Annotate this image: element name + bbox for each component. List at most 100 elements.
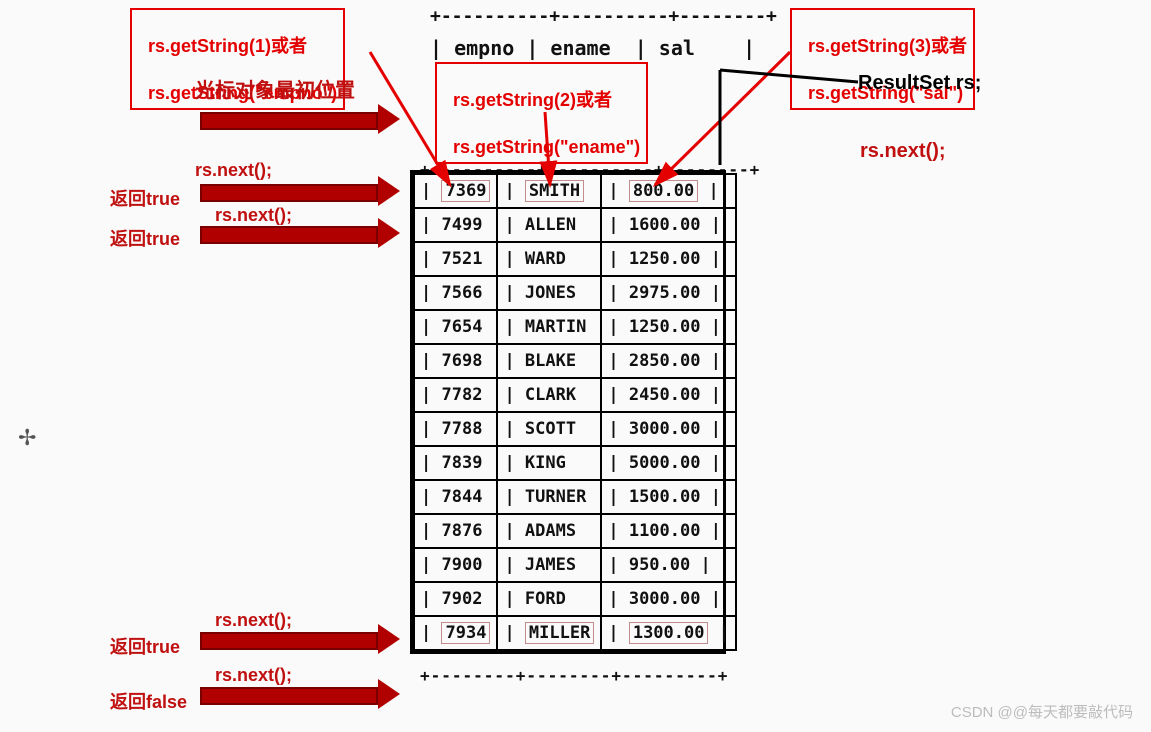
cell-sal: | 1100.00 | — [601, 514, 736, 548]
cell-sal: | 3000.00 | — [601, 582, 736, 616]
cell-value: 7934 — [441, 622, 490, 644]
cell-value: 1600.00 — [629, 215, 701, 235]
table-row: | 7844| TURNER| 1500.00 | — [414, 480, 736, 514]
cell-value: 7876 — [441, 521, 482, 541]
cell-empno: | 7902 — [414, 582, 497, 616]
cell-value: 7902 — [441, 589, 482, 609]
cell-value: 800.00 — [629, 180, 698, 202]
table-row: | 7698| BLAKE| 2850.00 | — [414, 344, 736, 378]
callout-text: rs.getString(3)或者 — [808, 36, 967, 56]
table-dash-bottom: +--------+--------+---------+ — [420, 666, 728, 685]
cell-value: 7900 — [441, 555, 482, 575]
crosshair-icon: ✢ — [18, 425, 36, 451]
cell-value: 7839 — [441, 453, 482, 473]
cell-value: 2975.00 — [629, 283, 701, 303]
diagram-canvas: { "colors":{ "red":"#e40000","darkred":"… — [0, 0, 1151, 732]
cell-value: 7566 — [441, 283, 482, 303]
fat-arrow-cursor — [200, 108, 400, 130]
table-row: | 7876| ADAMS| 1100.00 | — [414, 514, 736, 548]
table-row: | 7521| WARD| 1250.00 | — [414, 242, 736, 276]
cell-value: JAMES — [525, 555, 576, 575]
cell-value: 1250.00 — [629, 317, 701, 337]
cell-value: 1250.00 — [629, 249, 701, 269]
cell-ename: | MARTIN — [497, 310, 601, 344]
cell-sal: | 2850.00 | — [601, 344, 736, 378]
table-row: | 7788| SCOTT| 3000.00 | — [414, 412, 736, 446]
table-row: | 7902| FORD| 3000.00 | — [414, 582, 736, 616]
callout-text: rs.getString("ename") — [453, 137, 640, 157]
return-true-3: 返回true — [110, 633, 180, 659]
return-true-1: 返回true — [110, 185, 180, 211]
cell-ename: | ALLEN — [497, 208, 601, 242]
cell-value: FORD — [525, 589, 566, 609]
cell-empno: | 7788 — [414, 412, 497, 446]
fat-arrow-row1 — [200, 180, 400, 202]
rs-next-1: rs.next(); — [195, 160, 272, 181]
cell-value: 7521 — [441, 249, 482, 269]
cell-ename: | JONES — [497, 276, 601, 310]
cell-sal: | 1250.00 | — [601, 310, 736, 344]
cell-value: 2450.00 — [629, 385, 701, 405]
cell-empno: | 7839 — [414, 446, 497, 480]
cell-value: WARD — [525, 249, 566, 269]
fat-arrow-pastend — [200, 683, 400, 705]
cell-value: BLAKE — [525, 351, 576, 371]
cell-value: ALLEN — [525, 215, 576, 235]
cell-ename: | SCOTT — [497, 412, 601, 446]
table-row: | 7900| JAMES| 950.00 | — [414, 548, 736, 582]
return-false-4: 返回false — [110, 688, 187, 714]
cell-value: KING — [525, 453, 566, 473]
cell-value: 7499 — [441, 215, 482, 235]
fat-arrow-lastrow — [200, 628, 400, 650]
cell-ename: | BLAKE — [497, 344, 601, 378]
table-header-dash-top: +----------+----------+--------+ — [430, 6, 777, 27]
cell-value: SCOTT — [525, 419, 576, 439]
cell-value: 950.00 — [629, 555, 690, 575]
cell-empno: | 7876 — [414, 514, 497, 548]
cell-value: 2850.00 — [629, 351, 701, 371]
cell-value: 7698 — [441, 351, 482, 371]
cell-empno: | 7499 — [414, 208, 497, 242]
cell-sal: | 950.00 | — [601, 548, 736, 582]
cell-value: 7654 — [441, 317, 482, 337]
cell-empno: | 7566 — [414, 276, 497, 310]
cell-sal: | 5000.00 | — [601, 446, 736, 480]
cell-empno: | 7900 — [414, 548, 497, 582]
table-row: | 7654| MARTIN| 1250.00 | — [414, 310, 736, 344]
cell-empno: | 7698 — [414, 344, 497, 378]
cell-ename: | TURNER — [497, 480, 601, 514]
cell-empno: | 7369 — [414, 174, 497, 208]
cell-value: JONES — [525, 283, 576, 303]
cell-value: ADAMS — [525, 521, 576, 541]
cell-ename: | CLARK — [497, 378, 601, 412]
cell-ename: | WARD — [497, 242, 601, 276]
cell-ename: | SMITH — [497, 174, 601, 208]
resultset-declaration: ResultSet rs; — [858, 72, 981, 95]
cell-sal: | 1600.00 | — [601, 208, 736, 242]
cell-empno: | 7844 — [414, 480, 497, 514]
cell-ename: | JAMES — [497, 548, 601, 582]
cell-sal: | 1250.00 | — [601, 242, 736, 276]
callout-getstring-2: rs.getString(2)或者 rs.getString("ename") — [435, 62, 648, 164]
table-row: | 7782| CLARK| 2450.00 | — [414, 378, 736, 412]
cell-value: 7788 — [441, 419, 482, 439]
cell-value: 7844 — [441, 487, 482, 507]
table-row: | 7369| SMITH| 800.00 | — [414, 174, 736, 208]
cell-sal: | 1500.00 | — [601, 480, 736, 514]
cell-sal: | 800.00 | — [601, 174, 736, 208]
cell-value: MARTIN — [525, 317, 586, 337]
cell-value: TURNER — [525, 487, 586, 507]
cell-ename: | FORD — [497, 582, 601, 616]
table-row: | 7566| JONES| 2975.00 | — [414, 276, 736, 310]
cell-empno: | 7934 — [414, 616, 497, 650]
cell-ename: | MILLER — [497, 616, 601, 650]
cell-ename: | ADAMS — [497, 514, 601, 548]
cell-value: SMITH — [525, 180, 584, 202]
cell-sal: | 3000.00 | — [601, 412, 736, 446]
cell-value: 1500.00 — [629, 487, 701, 507]
cell-value: 1100.00 — [629, 521, 701, 541]
table-row: | 7499| ALLEN| 1600.00 | — [414, 208, 736, 242]
cell-empno: | 7654 — [414, 310, 497, 344]
cell-empno: | 7782 — [414, 378, 497, 412]
watermark: CSDN @@每天都要敲代码 — [951, 701, 1133, 722]
